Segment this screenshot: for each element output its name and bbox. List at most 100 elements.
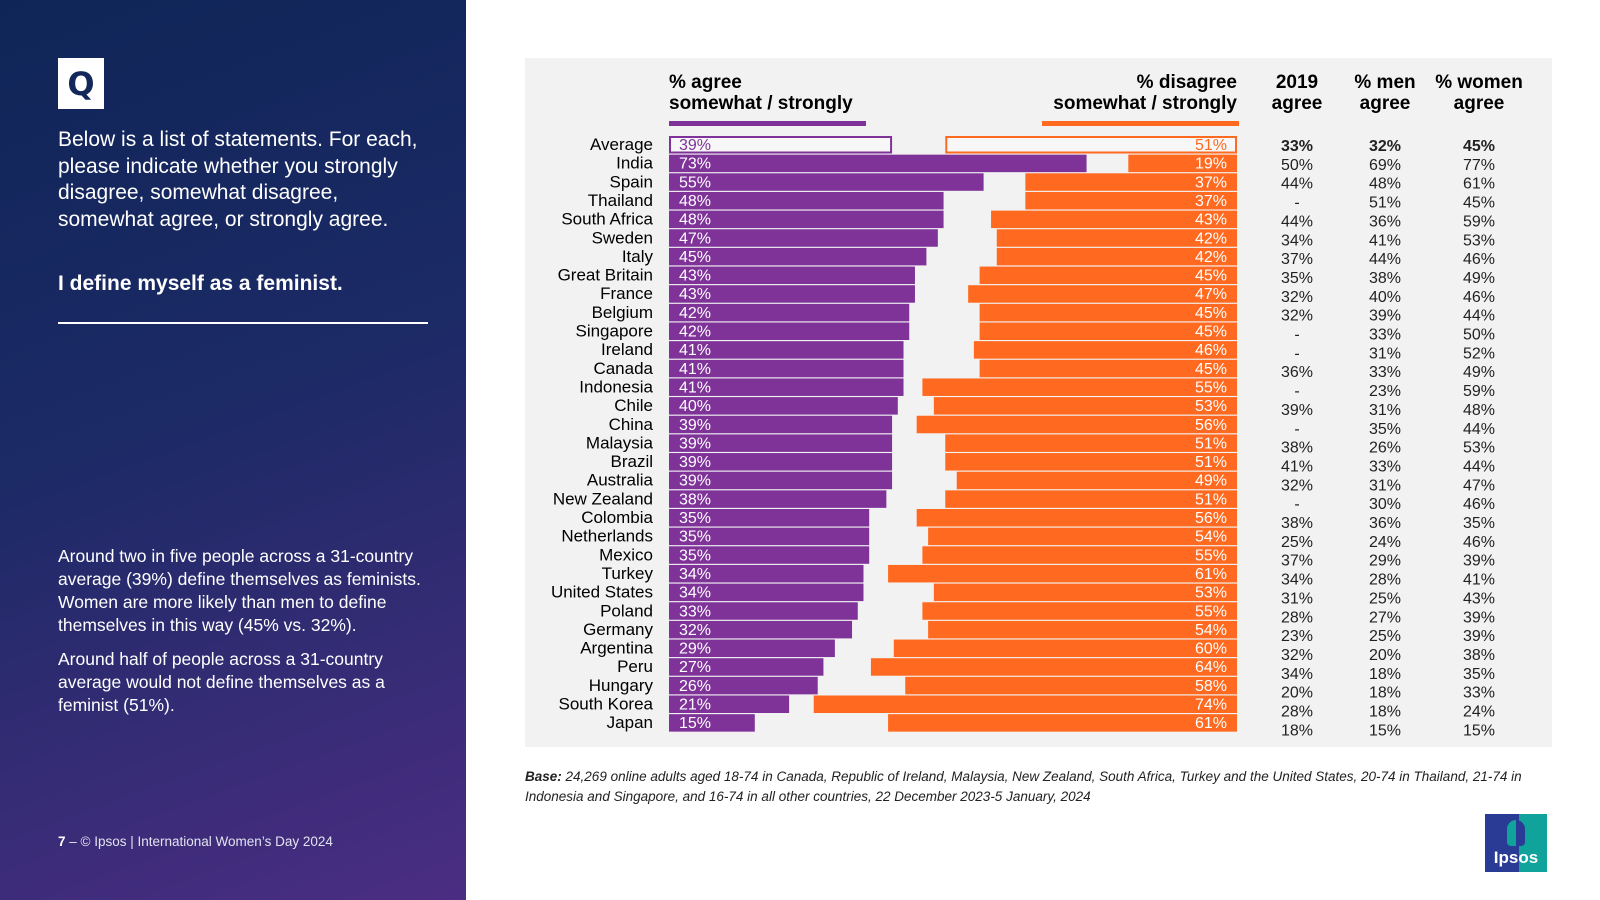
bar-disagree: [928, 527, 1237, 546]
table-cell-2019: 32%: [1281, 308, 1313, 325]
data-label-disagree: 55%: [1195, 379, 1227, 396]
header-2019: 2019 agree: [1262, 72, 1332, 114]
data-label-agree: 32%: [679, 622, 711, 639]
bar-agree: [669, 527, 870, 546]
category-label: China: [609, 415, 654, 434]
table-cell-men: 26%: [1369, 440, 1401, 457]
table-cell-2019: 31%: [1281, 590, 1313, 607]
data-label-disagree: 54%: [1195, 622, 1227, 639]
data-label-agree: 35%: [679, 529, 711, 546]
table-cell-men: 41%: [1369, 232, 1401, 249]
data-label-disagree: 45%: [1195, 305, 1227, 322]
data-label-agree: 39%: [679, 137, 711, 154]
bar-agree: [669, 639, 835, 658]
table-cell-2019: 39%: [1281, 402, 1313, 419]
bar-agree: [669, 154, 1087, 173]
table-cell-women: 33%: [1463, 685, 1495, 702]
bar-disagree: [888, 564, 1237, 583]
summary-paragraph: Around half of people across a 31-countr…: [58, 649, 385, 715]
bar-agree: [669, 714, 755, 732]
table-cell-women: 43%: [1463, 590, 1495, 607]
data-label-agree: 41%: [679, 361, 711, 378]
table-cell-2019: 34%: [1281, 232, 1313, 249]
data-label-agree: 41%: [679, 379, 711, 396]
bar-disagree: [991, 210, 1237, 229]
bar-disagree: [933, 583, 1237, 602]
data-label-agree: 29%: [679, 641, 711, 658]
category-label: Spain: [610, 172, 653, 191]
data-label-agree: 21%: [679, 697, 711, 714]
table-cell-women: 61%: [1463, 176, 1495, 193]
data-label-agree: 48%: [679, 193, 711, 210]
data-label-agree: 73%: [679, 156, 711, 173]
table-cell-women: 44%: [1463, 421, 1495, 438]
data-label-disagree: 55%: [1195, 547, 1227, 564]
table-cell-2019: -: [1294, 327, 1299, 344]
data-label-agree: 55%: [679, 174, 711, 191]
category-label: Hungary: [589, 676, 654, 695]
table-cell-2019: 34%: [1281, 666, 1313, 683]
table-cell-women: 48%: [1463, 402, 1495, 419]
header-disagree-line1: % disagree: [1136, 72, 1237, 93]
header-women: % women agree: [1424, 72, 1534, 114]
table-cell-2019: 37%: [1281, 553, 1313, 570]
table-cell-2019: -: [1294, 496, 1299, 513]
category-label: Chile: [614, 396, 653, 415]
table-cell-women: 35%: [1463, 515, 1495, 532]
data-label-disagree: 56%: [1195, 417, 1227, 434]
bar-agree: [669, 509, 870, 527]
legend-agree-swatch: [669, 121, 866, 126]
summary-paragraph: Around two in five people across a 31-co…: [58, 546, 421, 635]
table-cell-women: 59%: [1463, 383, 1495, 400]
data-label-agree: 39%: [679, 454, 711, 471]
table-cell-men: 25%: [1369, 628, 1401, 645]
data-label-agree: 42%: [679, 305, 711, 322]
data-label-agree: 38%: [679, 491, 711, 508]
table-cell-women: 24%: [1463, 704, 1495, 721]
bar-agree: [669, 359, 904, 378]
header-women-line2: agree: [1453, 93, 1505, 114]
header-men-line1: % men: [1354, 72, 1416, 93]
data-label-disagree: 55%: [1195, 603, 1227, 620]
data-label-disagree: 42%: [1195, 230, 1227, 247]
table-cell-men: 18%: [1369, 704, 1401, 721]
bar-disagree: [996, 229, 1237, 247]
table-cell-women: 44%: [1463, 308, 1495, 325]
table-cell-women: 49%: [1463, 364, 1495, 381]
table-cell-2019: 34%: [1281, 572, 1313, 589]
data-label-disagree: 58%: [1195, 678, 1227, 695]
bar-agree: [669, 490, 887, 508]
data-label-disagree: 61%: [1195, 566, 1227, 583]
data-label-agree: 39%: [679, 473, 711, 490]
data-label-disagree: 45%: [1195, 361, 1227, 378]
table-cell-men: 31%: [1369, 402, 1401, 419]
category-label: South Africa: [561, 210, 653, 229]
bar-disagree: [813, 695, 1237, 713]
bar-disagree: [928, 620, 1237, 639]
table-cell-2019: 28%: [1281, 704, 1313, 721]
question-text: Below is a list of statements. For each,…: [58, 128, 418, 231]
table-cell-2019: 20%: [1281, 685, 1313, 702]
bar-agree: [669, 210, 944, 229]
divider: [58, 322, 428, 324]
table-cell-women: 15%: [1463, 722, 1495, 739]
bar-disagree: [905, 676, 1237, 695]
bar-disagree: [945, 434, 1237, 452]
table-cell-men: 39%: [1369, 308, 1401, 325]
data-label-disagree: 51%: [1195, 491, 1227, 508]
data-label-disagree: 49%: [1195, 473, 1227, 490]
table-cell-men: 18%: [1369, 685, 1401, 702]
data-label-disagree: 45%: [1195, 324, 1227, 341]
table-cell-men: 20%: [1369, 647, 1401, 664]
category-label: Ireland: [601, 340, 653, 359]
table-cell-men: 31%: [1369, 477, 1401, 494]
bar-agree: [669, 247, 927, 266]
table-cell-women: 45%: [1463, 195, 1495, 212]
data-label-agree: 47%: [679, 230, 711, 247]
table-cell-2019: -: [1294, 421, 1299, 438]
data-label-disagree: 56%: [1195, 510, 1227, 527]
table-cell-2019: 50%: [1281, 157, 1313, 174]
table-cell-men: 33%: [1369, 364, 1401, 381]
